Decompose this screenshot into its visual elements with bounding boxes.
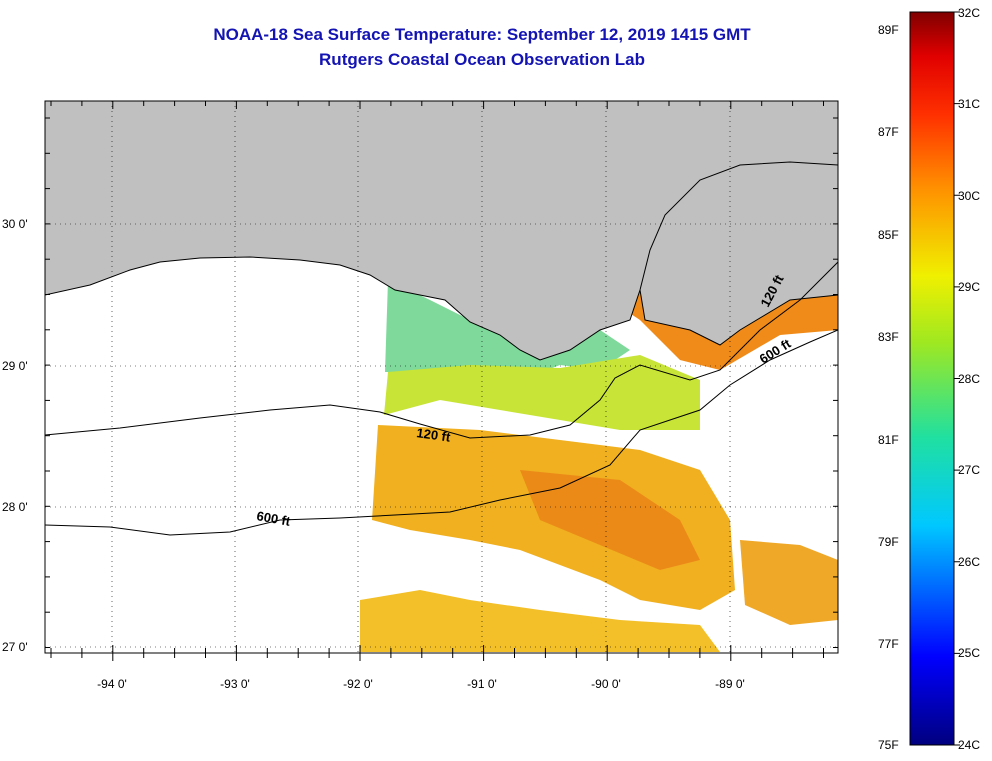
colorbar-gradient (909, 11, 955, 746)
lat-axis-labels: 30 0' 29 0' 28 0' 27 0' (2, 217, 28, 654)
colorbar: 32C 31C 30C 29C 28C 27C 26C 25C 24C 89F … (878, 6, 980, 752)
colorbar-label-f: 81F (878, 433, 899, 447)
colorbar-label-c: 31C (958, 97, 980, 111)
colorbar-label-c: 29C (958, 280, 980, 294)
lat-label: 29 0' (2, 359, 28, 373)
sst-patch-mid (384, 355, 700, 430)
sst-patch-hot (520, 470, 700, 570)
map-subtitle: Rutgers Coastal Ocean Observation Lab (319, 50, 645, 69)
sst-patch-east (740, 540, 838, 625)
colorbar-label-f: 75F (878, 738, 899, 752)
colorbar-label-c: 25C (958, 646, 980, 660)
lat-label: 27 0' (2, 640, 28, 654)
colorbar-label-f: 77F (878, 637, 899, 651)
colorbar-label-c: 26C (958, 555, 980, 569)
lon-label: -89 0' (715, 677, 745, 691)
lat-label: 28 0' (2, 500, 28, 514)
lon-label: -91 0' (467, 677, 497, 691)
lat-label: 30 0' (2, 217, 28, 231)
colorbar-label-f: 79F (878, 535, 899, 549)
contour-label-600-west: 600 ft (255, 508, 292, 529)
contour-label-120-west: 120 ft (416, 425, 452, 445)
lon-label: -93 0' (220, 677, 250, 691)
colorbar-label-c: 27C (958, 463, 980, 477)
colorbar-label-f: 87F (878, 125, 899, 139)
colorbar-label-c: 28C (958, 372, 980, 386)
colorbar-label-f: 89F (878, 23, 899, 37)
contour-600ft (45, 329, 838, 536)
colorbar-label-c: 30C (958, 189, 980, 203)
colorbar-label-f: 83F (878, 330, 899, 344)
map-title: NOAA-18 Sea Surface Temperature: Septemb… (213, 25, 751, 44)
lon-label: -94 0' (97, 677, 127, 691)
colorbar-label-c: 32C (958, 6, 980, 20)
land-mass (45, 101, 838, 361)
lon-label: -92 0' (343, 677, 373, 691)
colorbar-label-f: 85F (878, 228, 899, 242)
map-frame (44, 100, 839, 654)
colorbar-label-c: 24C (958, 738, 980, 752)
axis-ticks (45, 101, 838, 661)
lon-axis-labels: -94 0' -93 0' -92 0' -91 0' -90 0' -89 0… (97, 677, 745, 691)
contour-120ft (45, 261, 838, 439)
lon-label: -90 0' (591, 677, 621, 691)
graticule (45, 101, 838, 653)
sst-patch-south (360, 590, 720, 652)
